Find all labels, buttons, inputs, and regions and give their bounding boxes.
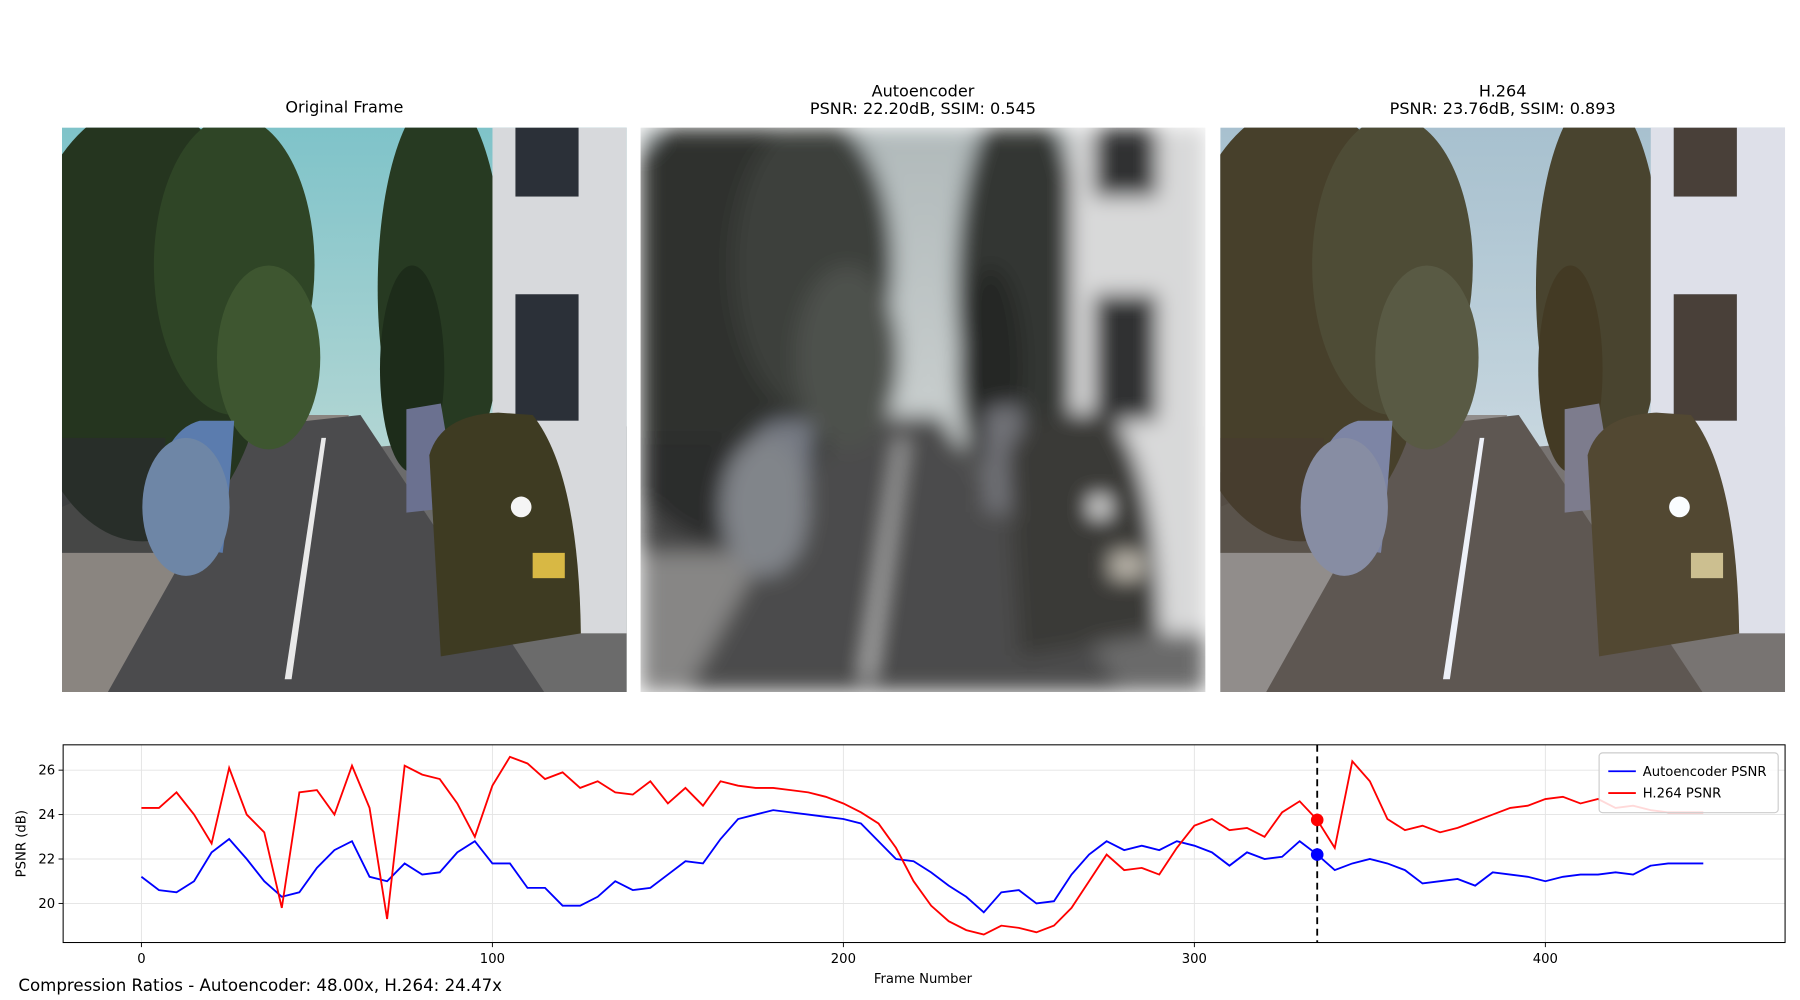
series-line (140, 809, 1704, 914)
frame-image (595, 93, 1206, 692)
panel-original: Original Frame (16, 93, 627, 692)
legend: Autoencoder PSNR H.264 PSNR (1598, 752, 1779, 814)
psnr-chart: Frame Number PSNR (dB) 0 100 200 300 400 20 22… (14, 744, 1786, 987)
panel-title: H.264 (1479, 82, 1527, 101)
x-tick-label: 100 (480, 952, 505, 967)
panel-h264: H.264 PSNR: 23.76dB, SSIM: 0.893 (1174, 82, 1785, 692)
x-tick-label: 400 (1533, 952, 1558, 967)
x-tick-label: 300 (1182, 952, 1207, 967)
y-axis-label: PSNR (dB) (14, 810, 29, 877)
y-tick-label: 22 (38, 853, 55, 868)
x-tick-label: 0 (137, 952, 145, 967)
y-tick-label: 24 (38, 808, 55, 823)
y-tick-label: 26 (38, 764, 55, 779)
panel-autoencoder: Autoencoder PSNR: 22.20dB, SSIM: 0.545 (595, 82, 1206, 692)
x-axis-label: Frame Number (874, 972, 973, 987)
legend-label: H.264 PSNR (1643, 787, 1722, 802)
panel-subtitle: PSNR: 22.20dB, SSIM: 0.545 (810, 99, 1036, 118)
footer-text: Compression Ratios - Autoencoder: 48.00x… (18, 976, 502, 995)
current-frame-marker (1310, 813, 1324, 827)
panel-subtitle: PSNR: 23.76dB, SSIM: 0.893 (1390, 99, 1616, 118)
panel-title: Autoencoder (872, 82, 975, 101)
axes-frame (62, 744, 1786, 944)
panel-title: Original Frame (285, 98, 403, 117)
frame-image (1174, 93, 1785, 692)
y-tick-label: 20 (38, 897, 55, 912)
current-frame-marker (1310, 848, 1324, 861)
legend-label: Autoencoder PSNR (1643, 765, 1767, 780)
frame-image (16, 93, 627, 692)
x-tick-label: 200 (831, 952, 856, 967)
series-line (141, 755, 1704, 936)
legend-box (1598, 752, 1779, 814)
